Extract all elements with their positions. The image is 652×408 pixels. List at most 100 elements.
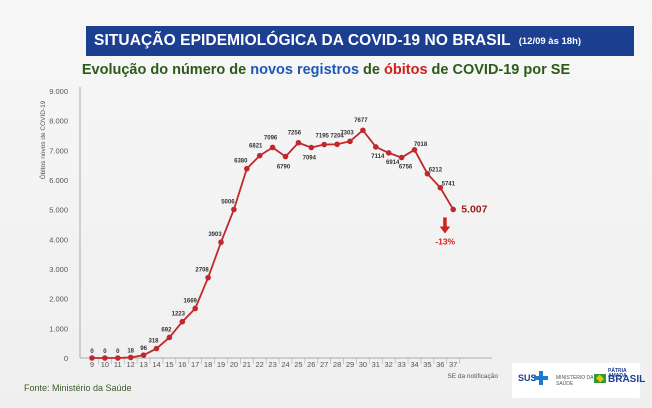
x-tick-label: 14: [152, 360, 160, 369]
data-point: [295, 139, 302, 146]
x-tick-label: 15: [165, 360, 173, 369]
data-label: 0: [116, 349, 120, 355]
ministerio-line-2: SAÚDE: [556, 381, 574, 387]
change-label: -13%: [435, 236, 455, 246]
data-point: [115, 355, 121, 361]
x-tick-label: 28: [333, 360, 341, 369]
x-tick-label: 34: [410, 360, 418, 369]
data-point: [347, 138, 353, 145]
subtitle-part-1: Evolução do número de: [81, 62, 251, 78]
data-point: [321, 141, 328, 148]
x-tick-label: 20: [230, 360, 238, 369]
data-point: [244, 165, 250, 172]
x-tick-label: 19: [217, 360, 225, 369]
x-tick-label: 27: [320, 360, 328, 369]
y-tick-label: 6.000: [49, 176, 68, 185]
data-point: [360, 127, 366, 134]
data-label: 7096: [264, 135, 278, 141]
data-point: [373, 144, 379, 150]
x-tick-label: 18: [204, 360, 212, 369]
data-label: 318: [148, 339, 159, 345]
data-label: 692: [161, 327, 172, 333]
data-label: 3903: [208, 232, 222, 238]
data-point: [218, 239, 224, 246]
banner-title: SITUAÇÃO EPIDEMIOLÓGICA DA COVID-19 NO B…: [94, 32, 511, 49]
data-label: 6821: [249, 144, 263, 150]
subtitle-part-2: novos registros: [250, 62, 360, 78]
banner-date: (12/09 às 18h): [518, 35, 582, 47]
data-label: 5006: [221, 199, 235, 205]
y-tick-label: 0: [64, 354, 68, 363]
brazil-flag-icon: [594, 374, 606, 383]
data-point: [334, 141, 340, 148]
y-tick-label: 4.000: [49, 235, 68, 244]
subtitle-part-4: óbitos: [384, 62, 428, 78]
x-tick-label: 12: [127, 360, 135, 369]
x-tick-label: 23: [268, 360, 276, 369]
logos-panel: SUS MINISTÉRIO DA SAÚDE PÁTRIA AMADA BRA…: [512, 363, 645, 398]
data-label: 7114: [371, 154, 385, 160]
data-point: [424, 170, 431, 177]
data-label: 7195: [316, 134, 330, 140]
chart-subtitle: Evolução do número de novos registros de…: [0, 62, 652, 78]
data-point: [437, 184, 444, 191]
data-label: 6756: [399, 165, 413, 171]
data-point: [102, 355, 108, 361]
x-tick-label: 16: [178, 360, 186, 369]
data-point: [231, 206, 237, 213]
data-point: [450, 206, 457, 213]
data-label: 7677: [354, 118, 368, 124]
brasil-logo-text: BRASIL: [608, 374, 646, 385]
data-label: 0: [103, 349, 107, 355]
x-axis-title: SE da notificação: [447, 373, 498, 380]
x-tick-label: 29: [346, 360, 354, 369]
x-tick-label: 36: [436, 360, 444, 369]
data-point: [166, 334, 173, 341]
y-tick-label: 5.000: [49, 206, 68, 215]
x-tick-label: 30: [359, 360, 367, 369]
data-label: 0: [90, 349, 94, 355]
x-tick-label: 10: [101, 360, 109, 369]
data-label: 2708: [195, 268, 209, 274]
data-point: [192, 305, 198, 312]
x-tick-label: 21: [243, 360, 251, 369]
data-label: 6790: [277, 165, 291, 171]
data-label: 7256: [288, 131, 302, 137]
x-tick-label: 37: [449, 360, 457, 369]
x-tick-label: 22: [256, 360, 264, 369]
data-point: [127, 354, 134, 361]
data-label: 6212: [429, 168, 443, 174]
data-point: [411, 146, 418, 153]
data-label: 1669: [184, 298, 198, 304]
x-tick-label: 17: [191, 360, 199, 369]
ministerio-line-1: MINISTÉRIO DA: [556, 375, 594, 381]
y-tick-label: 9.000: [49, 87, 68, 96]
sus-logo-text: SUS: [518, 373, 537, 383]
data-label: 7094: [303, 156, 317, 162]
data-point: [256, 152, 263, 159]
title-banner: SITUAÇÃO EPIDEMIOLÓGICA DA COVID-19 NO B…: [86, 26, 634, 56]
data-label: 7303: [340, 130, 354, 136]
data-label: 1223: [172, 312, 186, 318]
data-label: 6914: [386, 160, 400, 166]
y-axis-title: Óbitos novos de COVID-19: [38, 100, 47, 179]
data-point: [269, 144, 276, 151]
y-tick-label: 2.000: [49, 295, 68, 304]
y-tick-label: 7.000: [49, 146, 68, 155]
x-tick-label: 35: [423, 360, 431, 369]
data-point: [398, 154, 405, 161]
sus-cross-icon: [534, 371, 548, 385]
chart-annotations: 5.007 -13%: [435, 203, 487, 246]
data-point: [89, 355, 95, 361]
x-tick-label: 13: [139, 360, 147, 369]
data-label: 96: [140, 346, 147, 352]
data-label: 6380: [234, 159, 248, 165]
data-point: [205, 274, 211, 281]
data-label: 7018: [414, 142, 428, 148]
x-tick-label: 31: [372, 360, 380, 369]
data-point: [385, 150, 392, 156]
data-point: [140, 352, 147, 358]
